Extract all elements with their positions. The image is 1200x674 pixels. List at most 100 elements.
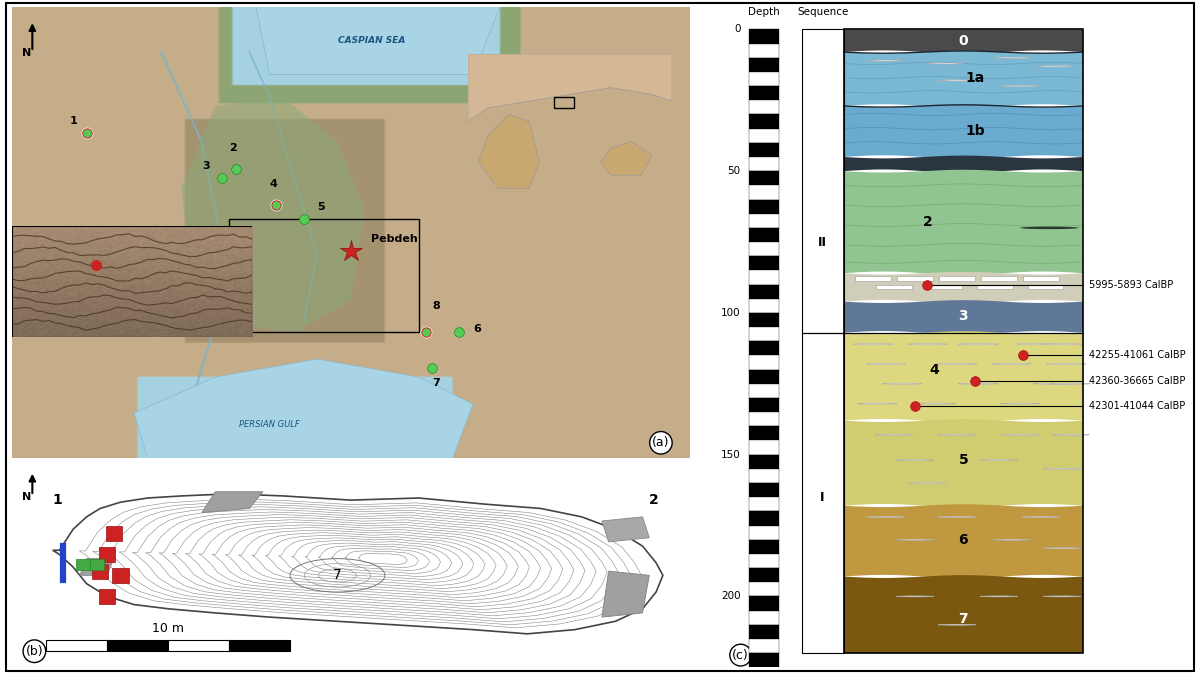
Bar bbox=[553, 97, 574, 108]
Bar bbox=[802, 30, 844, 653]
Ellipse shape bbox=[1043, 596, 1081, 597]
Text: 8: 8 bbox=[432, 301, 440, 311]
Text: II: II bbox=[818, 235, 827, 249]
Bar bbox=[90, 559, 103, 570]
Text: I: I bbox=[821, 491, 824, 503]
Bar bbox=[749, 185, 779, 200]
Bar bbox=[107, 640, 168, 650]
Ellipse shape bbox=[937, 363, 977, 365]
Bar bbox=[749, 426, 779, 441]
Polygon shape bbox=[601, 142, 652, 175]
Bar bbox=[856, 276, 892, 280]
Polygon shape bbox=[844, 300, 1084, 334]
Polygon shape bbox=[844, 30, 1084, 54]
Ellipse shape bbox=[938, 80, 976, 81]
Bar bbox=[77, 559, 90, 570]
Bar bbox=[749, 341, 779, 355]
Bar bbox=[749, 582, 779, 596]
Ellipse shape bbox=[1001, 434, 1039, 435]
Ellipse shape bbox=[896, 596, 934, 597]
Polygon shape bbox=[602, 517, 649, 542]
Ellipse shape bbox=[1022, 516, 1060, 518]
Bar bbox=[749, 455, 779, 469]
Ellipse shape bbox=[992, 57, 1031, 59]
Bar bbox=[98, 589, 115, 604]
Text: PERSIAN GULF: PERSIAN GULF bbox=[239, 420, 300, 429]
Bar bbox=[92, 564, 108, 579]
Ellipse shape bbox=[991, 363, 1032, 365]
Text: Pebdeh: Pebdeh bbox=[371, 234, 418, 243]
Polygon shape bbox=[202, 492, 263, 513]
Text: 0: 0 bbox=[959, 34, 968, 48]
Bar bbox=[229, 640, 290, 650]
Bar bbox=[749, 228, 779, 242]
Ellipse shape bbox=[938, 434, 976, 435]
Text: 7: 7 bbox=[334, 568, 342, 582]
Bar bbox=[749, 72, 779, 86]
Ellipse shape bbox=[896, 460, 934, 461]
Bar bbox=[749, 270, 779, 284]
Bar bbox=[749, 355, 779, 369]
Ellipse shape bbox=[938, 516, 976, 518]
Text: 1a: 1a bbox=[966, 71, 985, 85]
Text: 6: 6 bbox=[473, 324, 481, 334]
Ellipse shape bbox=[1036, 65, 1072, 67]
Text: 42301-41044 CalBP: 42301-41044 CalBP bbox=[1090, 402, 1186, 411]
Text: 7: 7 bbox=[432, 378, 440, 388]
Ellipse shape bbox=[1001, 86, 1039, 87]
Ellipse shape bbox=[980, 596, 1018, 597]
Bar bbox=[749, 384, 779, 398]
Bar bbox=[926, 285, 962, 289]
Text: 5: 5 bbox=[317, 202, 325, 212]
Bar bbox=[749, 469, 779, 483]
Bar bbox=[749, 540, 779, 554]
Bar bbox=[749, 214, 779, 228]
Polygon shape bbox=[602, 571, 649, 617]
Bar bbox=[749, 568, 779, 582]
Ellipse shape bbox=[1043, 468, 1081, 469]
Text: 2: 2 bbox=[923, 215, 932, 229]
Text: 1: 1 bbox=[70, 116, 77, 126]
Polygon shape bbox=[79, 559, 114, 576]
Bar bbox=[749, 100, 779, 115]
Bar bbox=[749, 483, 779, 497]
Bar bbox=[229, 219, 419, 332]
Text: Sequence: Sequence bbox=[797, 7, 848, 18]
Bar bbox=[113, 568, 128, 583]
Text: 0: 0 bbox=[734, 24, 740, 34]
Bar bbox=[1024, 276, 1060, 280]
Text: 4: 4 bbox=[930, 363, 940, 377]
Polygon shape bbox=[844, 575, 1084, 653]
Ellipse shape bbox=[1043, 548, 1081, 549]
Text: 7: 7 bbox=[959, 612, 968, 626]
Text: 5995-5893 CalBP: 5995-5893 CalBP bbox=[1090, 280, 1174, 290]
Bar bbox=[1027, 285, 1063, 289]
Text: 4: 4 bbox=[270, 179, 277, 189]
Text: 42255-41061 CalBP: 42255-41061 CalBP bbox=[1090, 350, 1186, 361]
Bar bbox=[749, 143, 779, 157]
Bar bbox=[898, 276, 934, 280]
Text: 1: 1 bbox=[53, 493, 62, 508]
Bar bbox=[749, 639, 779, 653]
Text: 2: 2 bbox=[649, 493, 659, 508]
Bar bbox=[46, 640, 107, 650]
Bar bbox=[749, 512, 779, 526]
Bar bbox=[844, 30, 1084, 653]
Ellipse shape bbox=[992, 539, 1031, 540]
Text: 50: 50 bbox=[727, 166, 740, 176]
Polygon shape bbox=[844, 156, 1084, 173]
Polygon shape bbox=[844, 332, 1084, 423]
Bar bbox=[98, 547, 115, 562]
Bar bbox=[749, 327, 779, 341]
Text: 10 m: 10 m bbox=[152, 621, 184, 635]
Ellipse shape bbox=[916, 403, 956, 404]
Polygon shape bbox=[256, 7, 500, 75]
Text: 6: 6 bbox=[959, 532, 968, 547]
Bar bbox=[749, 369, 779, 384]
Bar bbox=[749, 497, 779, 512]
Bar bbox=[749, 256, 779, 270]
Text: 200: 200 bbox=[721, 591, 740, 601]
Text: 5: 5 bbox=[959, 454, 968, 467]
Bar bbox=[749, 625, 779, 639]
Text: Depth: Depth bbox=[748, 7, 780, 18]
